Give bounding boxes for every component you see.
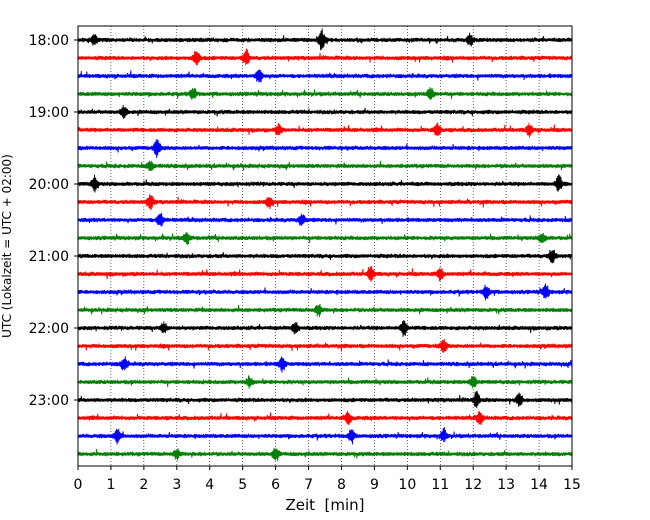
seismic-trace	[77, 174, 573, 193]
x-tick-label: 7	[304, 477, 313, 493]
y-tick-label: 23:00	[29, 393, 69, 409]
seismic-trace	[77, 160, 573, 172]
seismic-trace	[77, 69, 573, 83]
seismic-trace	[77, 48, 573, 66]
seismic-trace	[77, 194, 573, 211]
x-tick-label: 6	[271, 477, 280, 493]
seismic-trace	[77, 356, 573, 373]
y-tick-label: 18:00	[29, 33, 69, 49]
x-tick-label: 14	[530, 477, 548, 493]
x-tick-label: 5	[238, 477, 247, 493]
y-tick-label: 21:00	[29, 249, 69, 265]
seismic-trace	[77, 411, 573, 426]
x-tick-label: 0	[74, 477, 83, 493]
plot-frame	[77, 25, 573, 467]
x-tick-label: 1	[106, 477, 115, 493]
x-tick-label: 8	[337, 477, 346, 493]
seismic-trace	[77, 375, 573, 389]
seismic-trace	[77, 303, 573, 318]
x-tick-label: 11	[431, 477, 449, 493]
x-tick-label: 9	[370, 477, 379, 493]
seismic-trace	[77, 283, 573, 301]
seismic-trace	[77, 339, 573, 353]
y-tick-label: 19:00	[29, 105, 69, 121]
y-tick-label: 22:00	[29, 321, 69, 337]
seismic-trace	[77, 320, 573, 337]
seismic-trace	[77, 249, 573, 264]
x-tick-label: 13	[497, 477, 515, 493]
seismic-trace	[77, 447, 573, 462]
seismic-trace	[77, 87, 573, 100]
x-tick-label: 12	[464, 477, 482, 493]
x-tick-label: 2	[139, 477, 148, 493]
y-axis-label: UTC (Lokalzeit = UTC + 02:00)	[0, 154, 14, 338]
seismic-trace	[77, 122, 573, 138]
seismic-trace	[77, 104, 573, 119]
seismic-trace	[77, 139, 573, 158]
seismic-trace	[77, 212, 573, 227]
trace-group	[77, 28, 573, 462]
x-tick-label: 4	[205, 477, 214, 493]
seismic-trace	[77, 265, 573, 282]
seismic-trace	[77, 427, 573, 445]
x-tick-label: 10	[398, 477, 416, 493]
y-tick-label: 20:00	[29, 177, 69, 193]
x-tick-label: 15	[563, 477, 581, 493]
x-tick-label: 3	[172, 477, 181, 493]
x-axis-label: Zeit [min]	[285, 496, 364, 514]
seismic-trace	[77, 28, 573, 51]
x-axis: 0 1 2 3 4 5 6 7 8 9 10 11 12 13 14 15	[74, 466, 581, 493]
x-grid	[110, 26, 540, 466]
seismic-trace	[77, 232, 573, 245]
y-axis: 18:00 19:00 20:00 21:00 22:00 23:00	[29, 33, 78, 409]
seismic-trace	[77, 391, 573, 409]
